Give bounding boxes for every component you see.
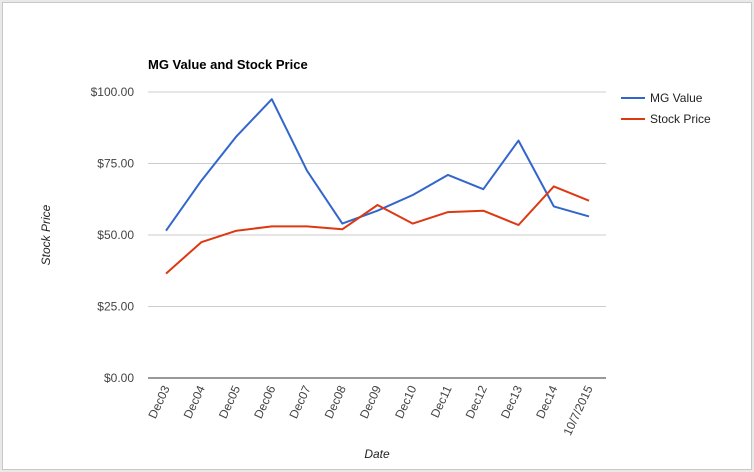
x-axis-ticks: Dec03 Dec04 Dec05 Dec06 Dec07 Dec08 Dec09 Dec10… — [145, 383, 595, 438]
x-tick-label: 10/7/2015 — [560, 383, 595, 438]
y-axis-title: Stock Price — [39, 204, 53, 265]
gridlines — [148, 91, 606, 307]
chart-title: MG Value and Stock Price — [148, 57, 308, 72]
legend: MG Value Stock Price — [621, 91, 711, 126]
x-tick-label: Dec03 — [145, 383, 172, 421]
x-tick-label: Dec08 — [322, 383, 349, 421]
x-tick-label: Dec04 — [181, 383, 208, 421]
x-tick-label: Dec05 — [216, 383, 243, 421]
series-line-mg-value — [165, 98, 590, 232]
x-tick-label: Dec12 — [463, 383, 490, 421]
y-axis-ticks: $0.00 $25.00 $50.00 $75.00 $100.00 — [91, 85, 135, 385]
x-tick-label: Dec10 — [392, 383, 419, 421]
x-tick-label: Dec11 — [428, 383, 455, 420]
y-tick-label: $0.00 — [104, 371, 134, 385]
y-tick-label: $100.00 — [91, 85, 135, 99]
y-tick-label: $25.00 — [97, 300, 134, 314]
series-line-stock-price — [165, 185, 590, 275]
x-tick-label: Dec06 — [251, 383, 278, 421]
x-tick-label: Dec13 — [498, 383, 525, 421]
x-tick-label: Dec07 — [286, 383, 313, 421]
y-tick-label: $75.00 — [97, 157, 134, 171]
x-tick-label: Dec09 — [357, 383, 384, 421]
series-lines — [165, 98, 590, 275]
x-tick-label: Dec14 — [533, 383, 560, 421]
y-tick-label: $50.00 — [97, 228, 134, 242]
legend-entry: Stock Price — [650, 112, 711, 126]
x-axis-title: Date — [364, 447, 390, 461]
legend-entry: MG Value — [650, 91, 703, 105]
